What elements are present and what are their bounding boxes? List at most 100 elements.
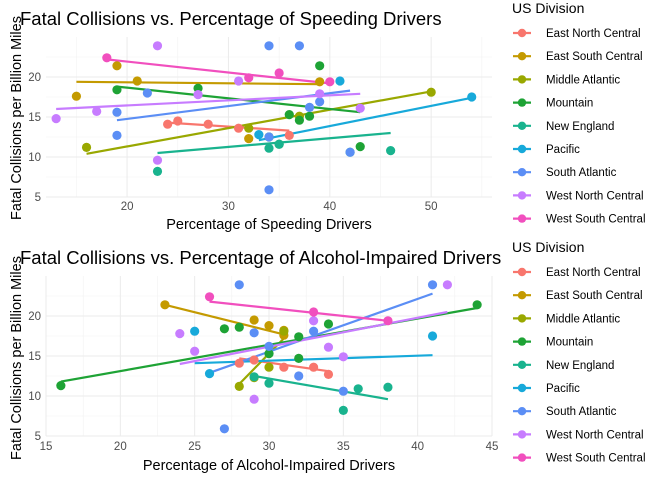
point-south-atlantic xyxy=(264,341,274,351)
legend-speeding: US Division East North Central East South… xyxy=(512,0,646,226)
legend-label: West North Central xyxy=(546,429,644,441)
y-tick-label: 20 xyxy=(28,72,41,84)
point-south-atlantic xyxy=(234,280,244,290)
legend-label: New England xyxy=(546,360,614,372)
y-axis-label-speeding: Fatal Collisions per Billion Miles xyxy=(9,16,25,220)
point-west-south-central xyxy=(102,53,112,63)
legend-key-point xyxy=(517,168,527,177)
point-south-atlantic xyxy=(309,326,319,336)
legend-label: Pacific xyxy=(546,383,580,395)
point-pacific xyxy=(204,369,215,379)
legend-key-point xyxy=(517,121,527,130)
legend-item-west-south-central: West South Central xyxy=(513,453,646,465)
point-west-south-central xyxy=(274,68,284,78)
point-west-north-central xyxy=(152,41,163,51)
legend-key-point xyxy=(517,191,527,200)
point-new-england xyxy=(274,139,284,149)
point-east-north-central xyxy=(173,116,183,126)
point-south-atlantic xyxy=(264,185,274,195)
legend-key-point xyxy=(517,214,527,223)
point-mountain xyxy=(294,353,304,363)
point-south-atlantic xyxy=(249,328,259,338)
point-middle-atlantic xyxy=(81,142,92,152)
point-west-north-central xyxy=(51,114,61,124)
point-pacific xyxy=(335,76,345,86)
legend-label: South Atlantic xyxy=(546,406,617,418)
point-south-atlantic xyxy=(264,41,274,51)
legend-item-mountain: Mountain xyxy=(513,337,593,349)
y-tick-label: 15 xyxy=(28,351,41,363)
point-south-atlantic xyxy=(294,371,304,381)
point-middle-atlantic xyxy=(244,123,254,133)
legend-label: West South Central xyxy=(546,453,646,465)
point-south-atlantic xyxy=(219,424,229,434)
chart-speeding: Fatal Collisions vs. Percentage of Speed… xyxy=(9,8,492,233)
legend-label: South Atlantic xyxy=(546,167,617,179)
point-mountain xyxy=(355,142,365,152)
point-west-south-central xyxy=(204,292,215,302)
trend-lines-speeding xyxy=(56,58,472,155)
point-mountain xyxy=(264,349,274,359)
chart-title-speeding: Fatal Collisions vs. Percentage of Speed… xyxy=(20,8,442,29)
legend-item-south-atlantic: South Atlantic xyxy=(513,167,617,179)
point-east-south-central xyxy=(160,300,170,310)
legend-item-mountain: Mountain xyxy=(513,98,593,110)
point-mountain xyxy=(304,111,315,121)
trend-line-pacific xyxy=(194,354,433,365)
legend-key-point xyxy=(517,314,527,323)
point-new-england xyxy=(264,143,274,153)
x-axis-label-speeding: Percentage of Speeding Drivers xyxy=(166,217,372,233)
point-west-north-central xyxy=(323,342,334,352)
legend-key-point xyxy=(517,75,527,84)
legend-label: East South Central xyxy=(546,290,643,302)
x-tick-label: 50 xyxy=(425,201,438,213)
trend-line-south-atlantic xyxy=(209,292,433,374)
x-tick-label: 20 xyxy=(121,201,134,213)
legend-label: Mountain xyxy=(546,98,593,110)
point-east-north-central xyxy=(323,369,334,379)
x-tick-label: 40 xyxy=(323,201,336,213)
point-south-atlantic xyxy=(142,88,152,98)
point-west-north-central xyxy=(233,76,244,86)
legend-title: US Division xyxy=(512,0,584,16)
point-south-atlantic xyxy=(315,97,325,107)
chart-alcohol: Fatal Collisions vs. Percentage of Alcoh… xyxy=(9,247,501,474)
legend-key-point xyxy=(517,337,527,346)
trend-line-west-north-central xyxy=(179,310,448,366)
y-axis-label-alcohol: Fatal Collisions per Billion Miles xyxy=(9,256,25,460)
point-middle-atlantic xyxy=(264,362,274,372)
x-tick-label: 40 xyxy=(411,441,424,453)
y-tick-label: 15 xyxy=(28,112,41,124)
legend-item-west-north-central: West North Central xyxy=(513,190,644,202)
point-east-north-central xyxy=(163,119,173,129)
data-points-alcohol xyxy=(56,280,482,434)
point-new-england xyxy=(353,384,363,394)
legend-item-pacific: Pacific xyxy=(513,144,580,156)
point-west-north-central xyxy=(309,316,319,326)
legend-label: East North Central xyxy=(546,28,641,40)
legend-key-point xyxy=(517,28,527,38)
legend-label: Mountain xyxy=(546,337,593,349)
legend-item-east-south-central: East South Central xyxy=(513,290,643,302)
point-west-north-central xyxy=(190,346,200,356)
legend-item-middle-atlantic: Middle Atlantic xyxy=(513,74,620,86)
legend-item-east-south-central: East South Central xyxy=(513,51,643,63)
legend-item-middle-atlantic: Middle Atlantic xyxy=(513,313,620,325)
point-pacific xyxy=(467,92,477,102)
point-mountain xyxy=(112,85,122,95)
point-east-north-central xyxy=(249,355,259,365)
point-west-north-central xyxy=(193,90,203,100)
point-west-north-central xyxy=(442,280,452,290)
point-south-atlantic xyxy=(294,41,305,51)
legend-label: West North Central xyxy=(546,190,644,202)
x-tick-label: 30 xyxy=(222,201,235,213)
legend-key-point xyxy=(517,291,527,300)
trend-line-east-south-central xyxy=(164,303,285,336)
legend-title: US Division xyxy=(512,239,584,255)
x-tick-label: 15 xyxy=(40,441,53,453)
point-new-england xyxy=(264,378,274,388)
point-mountain xyxy=(284,110,294,120)
point-west-south-central xyxy=(325,77,335,87)
point-new-england xyxy=(383,382,393,392)
legend-item-new-england: New England xyxy=(513,360,614,372)
